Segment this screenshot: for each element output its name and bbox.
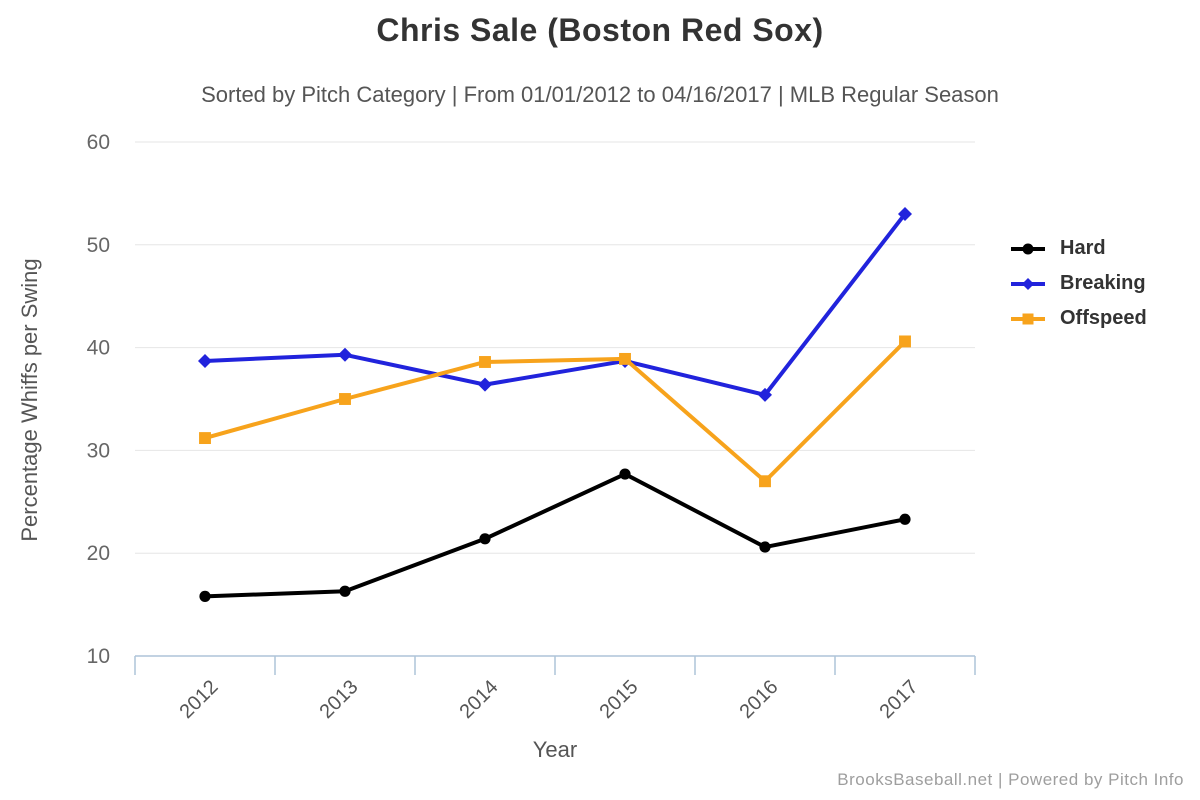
chart-title: Chris Sale (Boston Red Sox) xyxy=(376,12,824,48)
data-point-marker xyxy=(198,353,212,368)
data-point-marker xyxy=(898,206,912,221)
legend-marker-glyph xyxy=(1022,243,1034,254)
data-point-marker xyxy=(759,541,771,553)
data-point-marker xyxy=(899,513,911,525)
y-tick-label: 40 xyxy=(87,337,110,360)
legend-item-hard: Hard xyxy=(1010,231,1147,266)
data-point-marker xyxy=(339,585,351,597)
legend-item-offspeed: Offspeed xyxy=(1010,301,1147,336)
x-tick-label: 2014 xyxy=(456,676,503,723)
chart-subtitle: Sorted by Pitch Category | From 01/01/20… xyxy=(201,82,999,107)
x-tick-label: 2017 xyxy=(876,676,923,723)
x-tick-label: 2012 xyxy=(176,676,223,723)
data-point-marker xyxy=(478,377,492,392)
x-tick-label: 2016 xyxy=(736,676,783,723)
x-axis-title: Year xyxy=(532,737,578,762)
data-point-marker xyxy=(479,533,491,545)
data-point-marker xyxy=(338,347,352,362)
y-tick-label: 20 xyxy=(87,542,110,565)
series-line-breaking xyxy=(203,211,907,397)
y-tick-label: 10 xyxy=(87,645,110,668)
legend: Hard Breaking Offspeed xyxy=(1010,231,1147,336)
legend-marker-offspeed xyxy=(1011,313,1045,324)
legend-label-offspeed: Offspeed xyxy=(1060,307,1147,329)
legend-label-breaking: Breaking xyxy=(1060,272,1146,294)
legend-marker-glyph xyxy=(1022,277,1034,290)
data-point-marker xyxy=(759,475,771,488)
credit-text: BrooksBaseball.net | Powered by Pitch In… xyxy=(837,770,1184,789)
legend-label-hard: Hard xyxy=(1060,237,1106,259)
data-point-marker xyxy=(199,432,211,445)
data-point-marker xyxy=(339,393,351,405)
y-tick-label: 50 xyxy=(87,234,110,257)
data-point-marker xyxy=(899,335,911,348)
data-point-marker xyxy=(758,387,772,402)
y-tick-label: 60 xyxy=(87,131,110,154)
data-point-marker xyxy=(619,352,631,365)
legend-marker-hard xyxy=(1011,243,1045,254)
data-point-marker xyxy=(619,468,631,480)
data-point-marker xyxy=(199,590,211,602)
series-line-hard xyxy=(203,472,907,599)
x-tick-label: 2013 xyxy=(316,676,363,723)
legend-marker-glyph xyxy=(1022,313,1034,324)
legend-item-breaking: Breaking xyxy=(1010,266,1147,301)
legend-marker-breaking xyxy=(1011,277,1045,290)
x-tick-label: 2015 xyxy=(596,676,643,723)
y-tick-label: 30 xyxy=(87,439,110,462)
series-line-offspeed xyxy=(203,339,907,484)
data-point-marker xyxy=(479,356,491,368)
